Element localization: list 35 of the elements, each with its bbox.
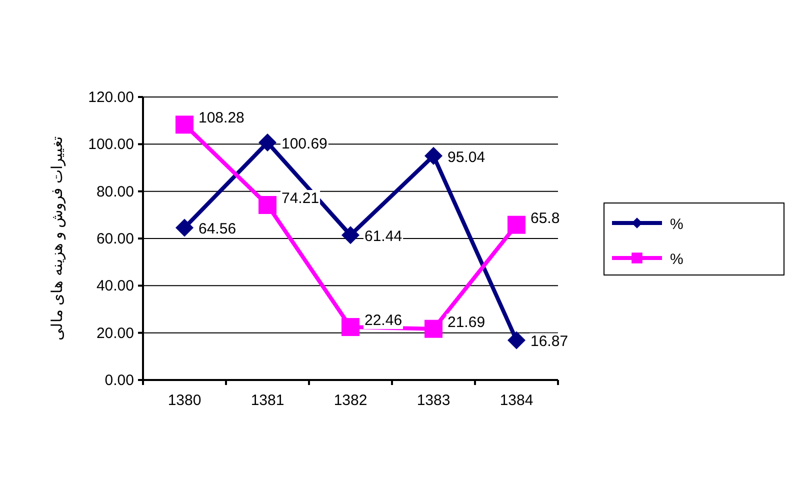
data-label: 22.46	[364, 312, 402, 330]
legend-label: %	[670, 251, 684, 268]
data-label: 21.69	[448, 314, 486, 331]
y-tick-label: 60.00	[96, 230, 134, 248]
y-axis-title: تغییرات فروش و هزینه های مالی	[49, 136, 66, 340]
y-tick-label: 0.00	[104, 372, 134, 389]
data-label: 95.04	[448, 148, 486, 166]
data-label: 100.69	[282, 136, 328, 153]
data-label: 74.21	[282, 190, 320, 207]
y-tick-label: 40.00	[96, 278, 134, 295]
y-tick-label: 80.00	[96, 183, 134, 200]
x-tick-label: 1380	[168, 392, 202, 409]
data-label: 16.87	[530, 333, 568, 350]
x-tick-label: 1382	[334, 392, 368, 409]
point	[424, 320, 442, 338]
x-tick-label: 1383	[416, 392, 450, 409]
point	[342, 318, 360, 336]
point	[508, 331, 526, 350]
point	[176, 218, 194, 237]
point	[258, 134, 276, 152]
y-tick-label: 120.00	[88, 89, 134, 106]
point	[176, 116, 194, 134]
data-label: 64.56	[198, 220, 236, 238]
data-label: 108.28	[198, 110, 244, 127]
y-tick-label: 100.00	[88, 136, 134, 154]
x-tick-label: 1381	[250, 392, 284, 409]
x-tick-label: 1384	[500, 392, 534, 409]
legend-label: %	[670, 216, 684, 233]
point	[342, 226, 360, 244]
data-label: 65.8	[530, 210, 560, 227]
point	[424, 146, 442, 165]
point	[508, 216, 526, 234]
y-tick-label: 20.00	[96, 324, 134, 342]
data-label: 61.44	[364, 228, 402, 246]
point	[258, 196, 276, 214]
